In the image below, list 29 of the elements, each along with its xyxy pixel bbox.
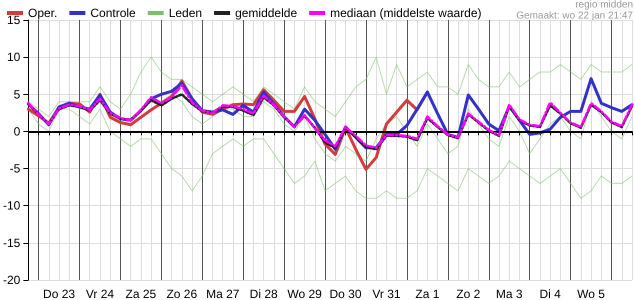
text: regio midden [575, 0, 633, 10]
y-tick-label: -20 [3, 273, 21, 287]
x-tick-label: Vr 31 [372, 287, 401, 300]
x-tick-label: Zo 26 [166, 287, 198, 300]
y-tick-label: -5 [10, 162, 21, 176]
x-tick-label: Za 25 [126, 287, 157, 300]
legend-label: Oper. [28, 6, 58, 20]
legend-label: Controle [90, 6, 136, 20]
x-tick-label: Za 1 [415, 287, 440, 300]
x-tick-label: Ma 27 [206, 287, 240, 300]
x-tick-label: Do 23 [43, 287, 76, 300]
y-tick-label: 5 [14, 87, 21, 102]
x-tick-label: Di 28 [250, 287, 278, 300]
legend-label: gemiddelde [235, 6, 298, 20]
y-tick-label: 15 [6, 13, 21, 27]
x-tick-label: Do 30 [330, 287, 362, 300]
x-tick-label: Wo 5 [577, 287, 606, 300]
y-tick-label: 10 [6, 50, 21, 64]
legend-label: Leden [168, 6, 202, 20]
y-tick-label: 0 [14, 124, 21, 138]
x-tick-label: Wo 29 [287, 287, 322, 300]
x-tick-label: Di 4 [539, 287, 562, 300]
y-tick-label: -15 [3, 236, 21, 250]
annotation: Gemaakt: wo 22 jan 21:47 [516, 10, 634, 22]
x-tick-label: Zo 2 [456, 287, 481, 300]
x-tick-label: Vr 24 [86, 287, 114, 300]
legend-label: mediaan (middelste waarde) [330, 6, 482, 20]
x-tick-label: Ma 3 [496, 287, 523, 300]
y-tick-label: -10 [3, 198, 21, 213]
